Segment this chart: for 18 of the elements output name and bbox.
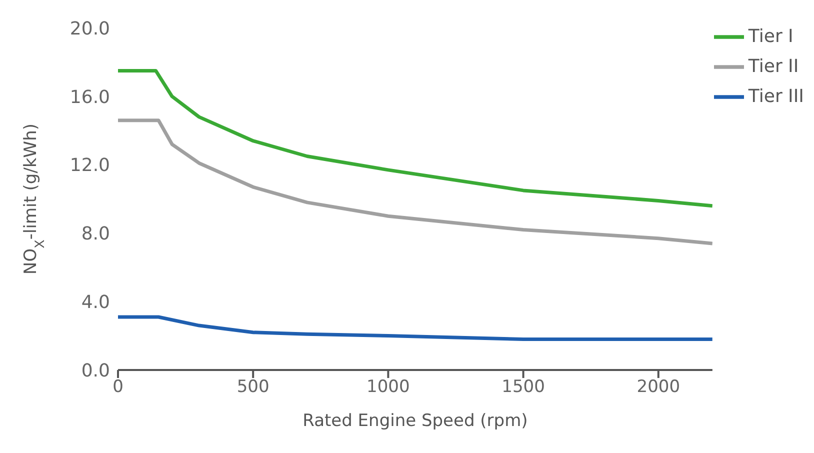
y-tick-label: 4.0 [81, 292, 110, 313]
y-tick-label: 20.0 [70, 18, 110, 40]
y-tick-label: 0.0 [81, 360, 110, 382]
x-tick-label: 1500 [502, 377, 545, 398]
legend-label: Tier II [748, 56, 799, 77]
y-tick-label: 8.0 [81, 224, 110, 245]
x-tick-label: 1000 [366, 377, 410, 398]
x-tick-label: 500 [236, 377, 270, 398]
y-tick-label: 12.0 [70, 155, 110, 176]
x-tick-label: 0 [112, 377, 124, 398]
line-series [118, 118, 712, 246]
y-tick-label: 16.0 [70, 86, 110, 108]
line-series [118, 69, 712, 208]
x-tick-label: 2000 [636, 377, 680, 398]
legend-label: Tier I [748, 26, 794, 47]
x-axis-title: Rated Engine Speed (rpm) [302, 411, 528, 431]
line-series [118, 315, 712, 341]
legend-label: Tier III [748, 86, 804, 107]
